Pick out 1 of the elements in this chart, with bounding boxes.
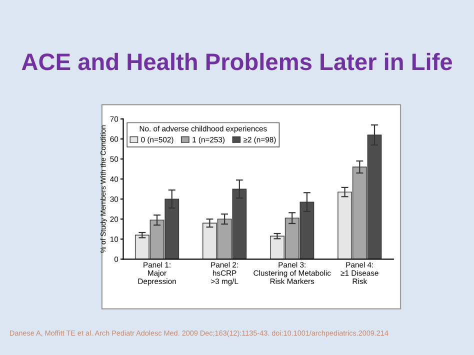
chart-title: ACE and Health Problems Later in Life (22, 52, 452, 70)
